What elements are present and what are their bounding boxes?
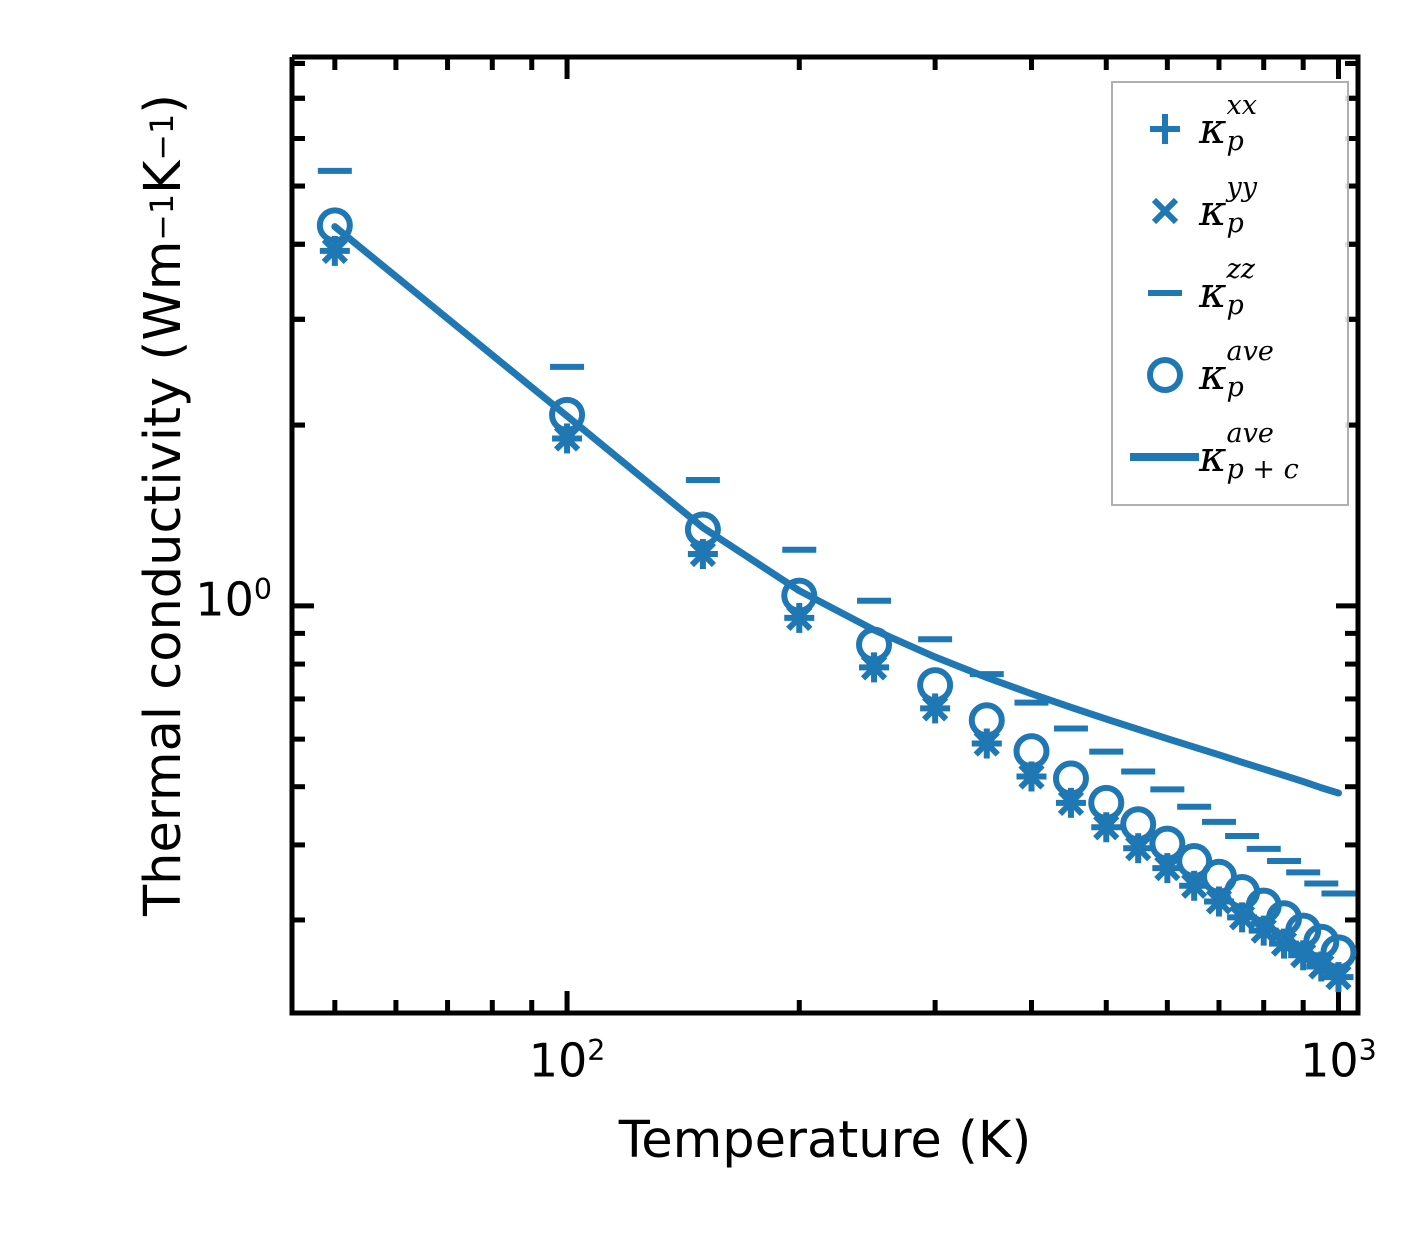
legend-subscript: p [1226,126,1244,157]
legend-label-0: κ xx p [1199,92,1257,155]
legend-kappa-base: κ [1199,104,1227,153]
legend-superscript: zz [1226,254,1255,285]
y-axis-label-sup2: −1 [145,113,181,161]
legend-label-2: κ zz p [1199,256,1255,319]
legend-item-4: κ ave p + c [1113,417,1351,497]
legend-kappa-base: κ [1199,350,1227,399]
x-tick-exponent: 3 [1358,1034,1377,1067]
legend-superscript: yy [1226,172,1258,203]
legend-label-3: κ ave p [1199,338,1274,401]
y-tick-label-1: 100 [140,572,272,622]
legend-item-3: κ ave p [1113,335,1351,415]
legend: κ xx p κ yy p κ zz p κ ave p κ ave p + c [1111,81,1349,506]
y-tick-mantissa: 10 [195,572,254,627]
x-axis-label: Temperature (K) [618,1110,1032,1170]
x-tick-exponent: 2 [587,1034,606,1067]
legend-marker-hline-icon [1113,253,1199,333]
y-axis-label-sup1: −1 [145,193,181,241]
legend-subscript: p + c [1226,454,1299,485]
y-axis-label: Thermal conductivity (Wm −1 K −1) [118,0,208,1010]
legend-marker-line-icon [1113,417,1200,497]
y-axis-label-suffix: ) [133,93,193,114]
y-axis-label-mid: K [133,160,193,194]
legend-subscript: p [1226,208,1244,239]
legend-superscript: ave [1226,336,1274,367]
legend-superscript: xx [1226,90,1258,121]
legend-item-0: κ xx p [1113,89,1351,169]
legend-label-4: κ ave p + c [1199,420,1299,483]
legend-item-1: κ yy p [1113,171,1351,251]
y-tick-exponent: 0 [253,572,272,606]
x-tick-mantissa: 10 [1300,1033,1359,1088]
x-tick-label-100: 102 [477,1034,657,1083]
legend-marker-plus-icon [1113,89,1199,169]
x-tick-mantissa: 10 [528,1033,588,1088]
legend-kappa-base: κ [1199,186,1227,235]
axes-frame [289,54,1361,1016]
legend-subscript: p [1226,372,1244,403]
legend-marker-cross-icon [1113,171,1199,251]
series-kappa_p-c-ave [331,223,1342,797]
legend-marker-circle-icon [1113,335,1199,415]
legend-label-1: κ yy p [1199,174,1257,237]
legend-kappa-base: κ [1199,268,1227,317]
legend-kappa-base: κ [1199,432,1227,481]
series-kappa_p-ave [316,207,1357,971]
legend-item-2: κ zz p [1113,253,1351,333]
legend-subscript: p [1226,290,1244,321]
x-tick-label-1000: 103 [1248,1034,1421,1083]
legend-superscript: ave [1226,418,1274,449]
